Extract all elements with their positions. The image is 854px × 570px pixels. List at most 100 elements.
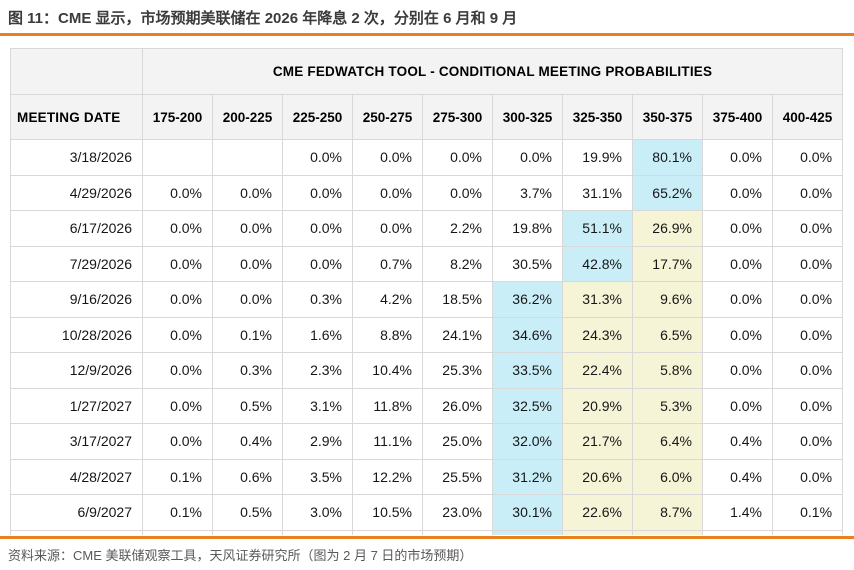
meeting-date-cell: 7/29/2026 [10,245,143,282]
probability-cell [212,139,283,176]
probability-cell [142,139,213,176]
probability-cell: 0.1% [142,458,213,495]
probability-cell: 20.6% [562,458,633,495]
probability-cell: 32.5% [492,387,563,424]
probability-cell: 1.4% [702,494,773,531]
rate-column-header: 225-250 [282,94,353,140]
probability-cell: 19.9% [562,139,633,176]
probability-cell: 8.8% [352,316,423,353]
column-header-row: MEETING DATE 175-200 200-225 225-250 250-27… [10,94,844,140]
table-row: 3/18/2026 0.0% 0.0% 0.0% 0.0% 19.9% 80.1% 0.0% 0… [10,139,844,176]
probability-cell: 0.0% [212,245,283,282]
probability-cell: 8.2% [422,245,493,282]
probability-cell: 0.0% [702,174,773,211]
probability-cell: 11.8% [352,387,423,424]
probability-cell: 0.0% [142,281,213,318]
probability-cell: 0.0% [422,174,493,211]
probability-cell: 0.0% [282,210,353,247]
meeting-date-cell: 10/28/2026 [10,316,143,353]
probability-cell [702,529,773,535]
probability-cell: 25.3% [422,352,493,389]
probability-cell: 6.5% [632,316,703,353]
meeting-date-cell: 9/16/2026 [10,281,143,318]
probability-cell: 18.5% [422,281,493,318]
probability-cell [212,529,283,535]
probability-cell: 5.3% [632,387,703,424]
meeting-date-cell: 6/9/2027 [10,494,143,531]
probability-cell: 0.0% [142,316,213,353]
probability-cell: 0.5% [212,387,283,424]
table-row: 7/29/2026 0.0% 0.0% 0.0% 0.7% 8.2% 30.5% 42.8% 1… [10,245,844,282]
probability-cell: 19.8% [492,210,563,247]
probability-cell: 30.5% [492,245,563,282]
probability-cell: 23.0% [422,494,493,531]
probability-cell: 10.5% [352,494,423,531]
probability-cell: 22.4% [562,352,633,389]
probability-cell: 21.7% [562,423,633,460]
figure-caption: 图 11：CME 显示，市场预期美联储在 2026 年降息 2 次，分别在 6 … [8,10,518,27]
probability-cell: 2.3% [282,352,353,389]
probability-cell: 0.0% [282,139,353,176]
table-row: 9/16/2026 0.0% 0.0% 0.3% 4.2% 18.5% 36.2% 31.3%… [10,281,844,318]
probability-cell: 31.3% [562,281,633,318]
probability-cell: 24.1% [422,316,493,353]
probability-cell: 0.0% [142,245,213,282]
table-row: 3/17/2027 0.0% 0.4% 2.9% 11.1% 25.0% 32.0% 21.7… [10,423,844,460]
bottom-divider [0,536,854,539]
probability-cell: 9.6% [632,281,703,318]
rate-column-header: 375-400 [702,94,773,140]
probability-cell: 0.0% [771,423,844,460]
probability-cell: 34.6% [492,316,563,353]
meeting-date-cell: 12/9/2026 [10,352,143,389]
probability-cell: 1.6% [282,316,353,353]
probability-cell: 0.0% [771,139,844,176]
probability-cell: 3.1% [282,387,353,424]
probability-cell: 0.0% [352,139,423,176]
table-row: 6/9/2027 0.1% 0.5% 3.0% 10.5% 23.0% 30.1% 22.6%… [10,494,844,531]
probability-cell: 22.6% [562,494,633,531]
probability-cell: 0.0% [282,174,353,211]
probability-cell: 0.4% [702,458,773,495]
probability-cell: 0.3% [282,281,353,318]
probability-cell: 0.0% [771,245,844,282]
probability-cell: 0.0% [771,174,844,211]
table-row: 4/28/2027 0.1% 0.6% 3.5% 12.2% 25.5% 31.2% 20.6… [10,458,844,495]
probability-cell: 5.8% [632,352,703,389]
rate-column-header: 275-300 [422,94,493,140]
probability-cell: 51.1% [562,210,633,247]
rate-column-header: 250-275 [352,94,423,140]
probability-cell: 12.2% [352,458,423,495]
probability-cell: 0.0% [142,174,213,211]
rate-column-header: 325-350 [562,94,633,140]
probability-cell [771,529,844,535]
probability-cell: 0.4% [212,423,283,460]
probability-cell [422,529,493,535]
probability-cell: 20.9% [562,387,633,424]
probability-cell: 3.0% [282,494,353,531]
probability-cell: 25.0% [422,423,493,460]
probability-cell: 65.2% [632,174,703,211]
probability-cell [562,529,633,535]
fedwatch-table-container: CME FEDWATCH TOOL - CONDITIONAL MEETING … [10,48,844,535]
probability-cell: 0.0% [212,210,283,247]
meeting-date-cell [10,529,143,535]
rate-column-header: 350-375 [632,94,703,140]
table-row: 1/27/2027 0.0% 0.5% 3.1% 11.8% 26.0% 32.5% 20.9… [10,387,844,424]
probability-cell: 0.1% [142,494,213,531]
probability-cell: 0.0% [771,281,844,318]
probability-cell: 31.1% [562,174,633,211]
probability-cell: 2.2% [422,210,493,247]
probability-cell: 0.0% [702,352,773,389]
probability-cell: 0.0% [142,352,213,389]
probability-cell: 0.0% [771,352,844,389]
probability-cell: 0.0% [702,281,773,318]
probability-cell: 0.0% [142,423,213,460]
probability-cell [632,529,703,535]
rate-column-header: 200-225 [212,94,283,140]
probability-cell: 11.1% [352,423,423,460]
probability-cell: 0.0% [142,387,213,424]
probability-cell: 24.3% [562,316,633,353]
probability-cell: 25.5% [422,458,493,495]
rate-column-header: 175-200 [142,94,213,140]
probability-cell: 0.0% [142,210,213,247]
